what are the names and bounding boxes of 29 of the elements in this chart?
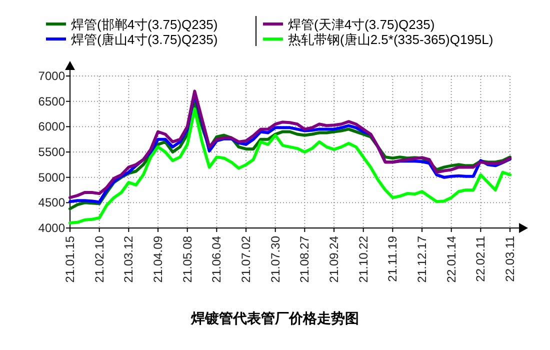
y-tick-label: 4500: [38, 196, 66, 210]
x-tick-label: 21.03.12: [122, 236, 136, 283]
x-tick-label: 21.10.22: [356, 236, 370, 283]
line-series: [68, 107, 512, 224]
x-tick-label: 22.01.14: [444, 236, 458, 283]
x-tick-label: 21.07.02: [239, 236, 253, 283]
text: 焊镀管代表管厂价格走势图: [190, 310, 359, 326]
x-tick-label: 22.02.11: [474, 236, 488, 282]
legend-label: 焊管(天津4寸(3.75)Q235): [288, 17, 435, 32]
x-tick-label: 21.08.27: [298, 236, 312, 283]
x-tick-label: 21.02.10: [92, 236, 106, 283]
y-tick-label: 6500: [38, 94, 66, 108]
x-tick-label: 21.01.15: [63, 236, 77, 283]
y-tick-label: 7000: [38, 69, 66, 83]
legend-label: 焊管(邯郸4寸(3.75)Q235): [71, 17, 218, 32]
x-tick-label: 21.05.08: [180, 236, 194, 283]
legend-label: 热轧带钢(唐山2.5*(335-365)Q195L): [288, 32, 494, 47]
y-tick-label: 5500: [38, 145, 66, 159]
y-tick-label: 4000: [38, 221, 66, 235]
x-tick-label: 21.06.04: [210, 236, 224, 283]
x-tick-label: 21.09.24: [327, 236, 341, 283]
legend-label: 焊管(唐山4寸(3.75)Q235): [71, 32, 218, 47]
x-tick-label: 21.12.17: [415, 236, 429, 283]
x-tick-label: 22.03.11: [503, 236, 517, 282]
x-tick-label: 21.07.30: [268, 236, 282, 283]
y-tick-label: 6000: [38, 120, 66, 134]
x-tick-label: 21.04.09: [151, 236, 165, 283]
y-tick-label: 5000: [38, 170, 66, 184]
x-tick-label: 21.11.19: [386, 236, 400, 282]
